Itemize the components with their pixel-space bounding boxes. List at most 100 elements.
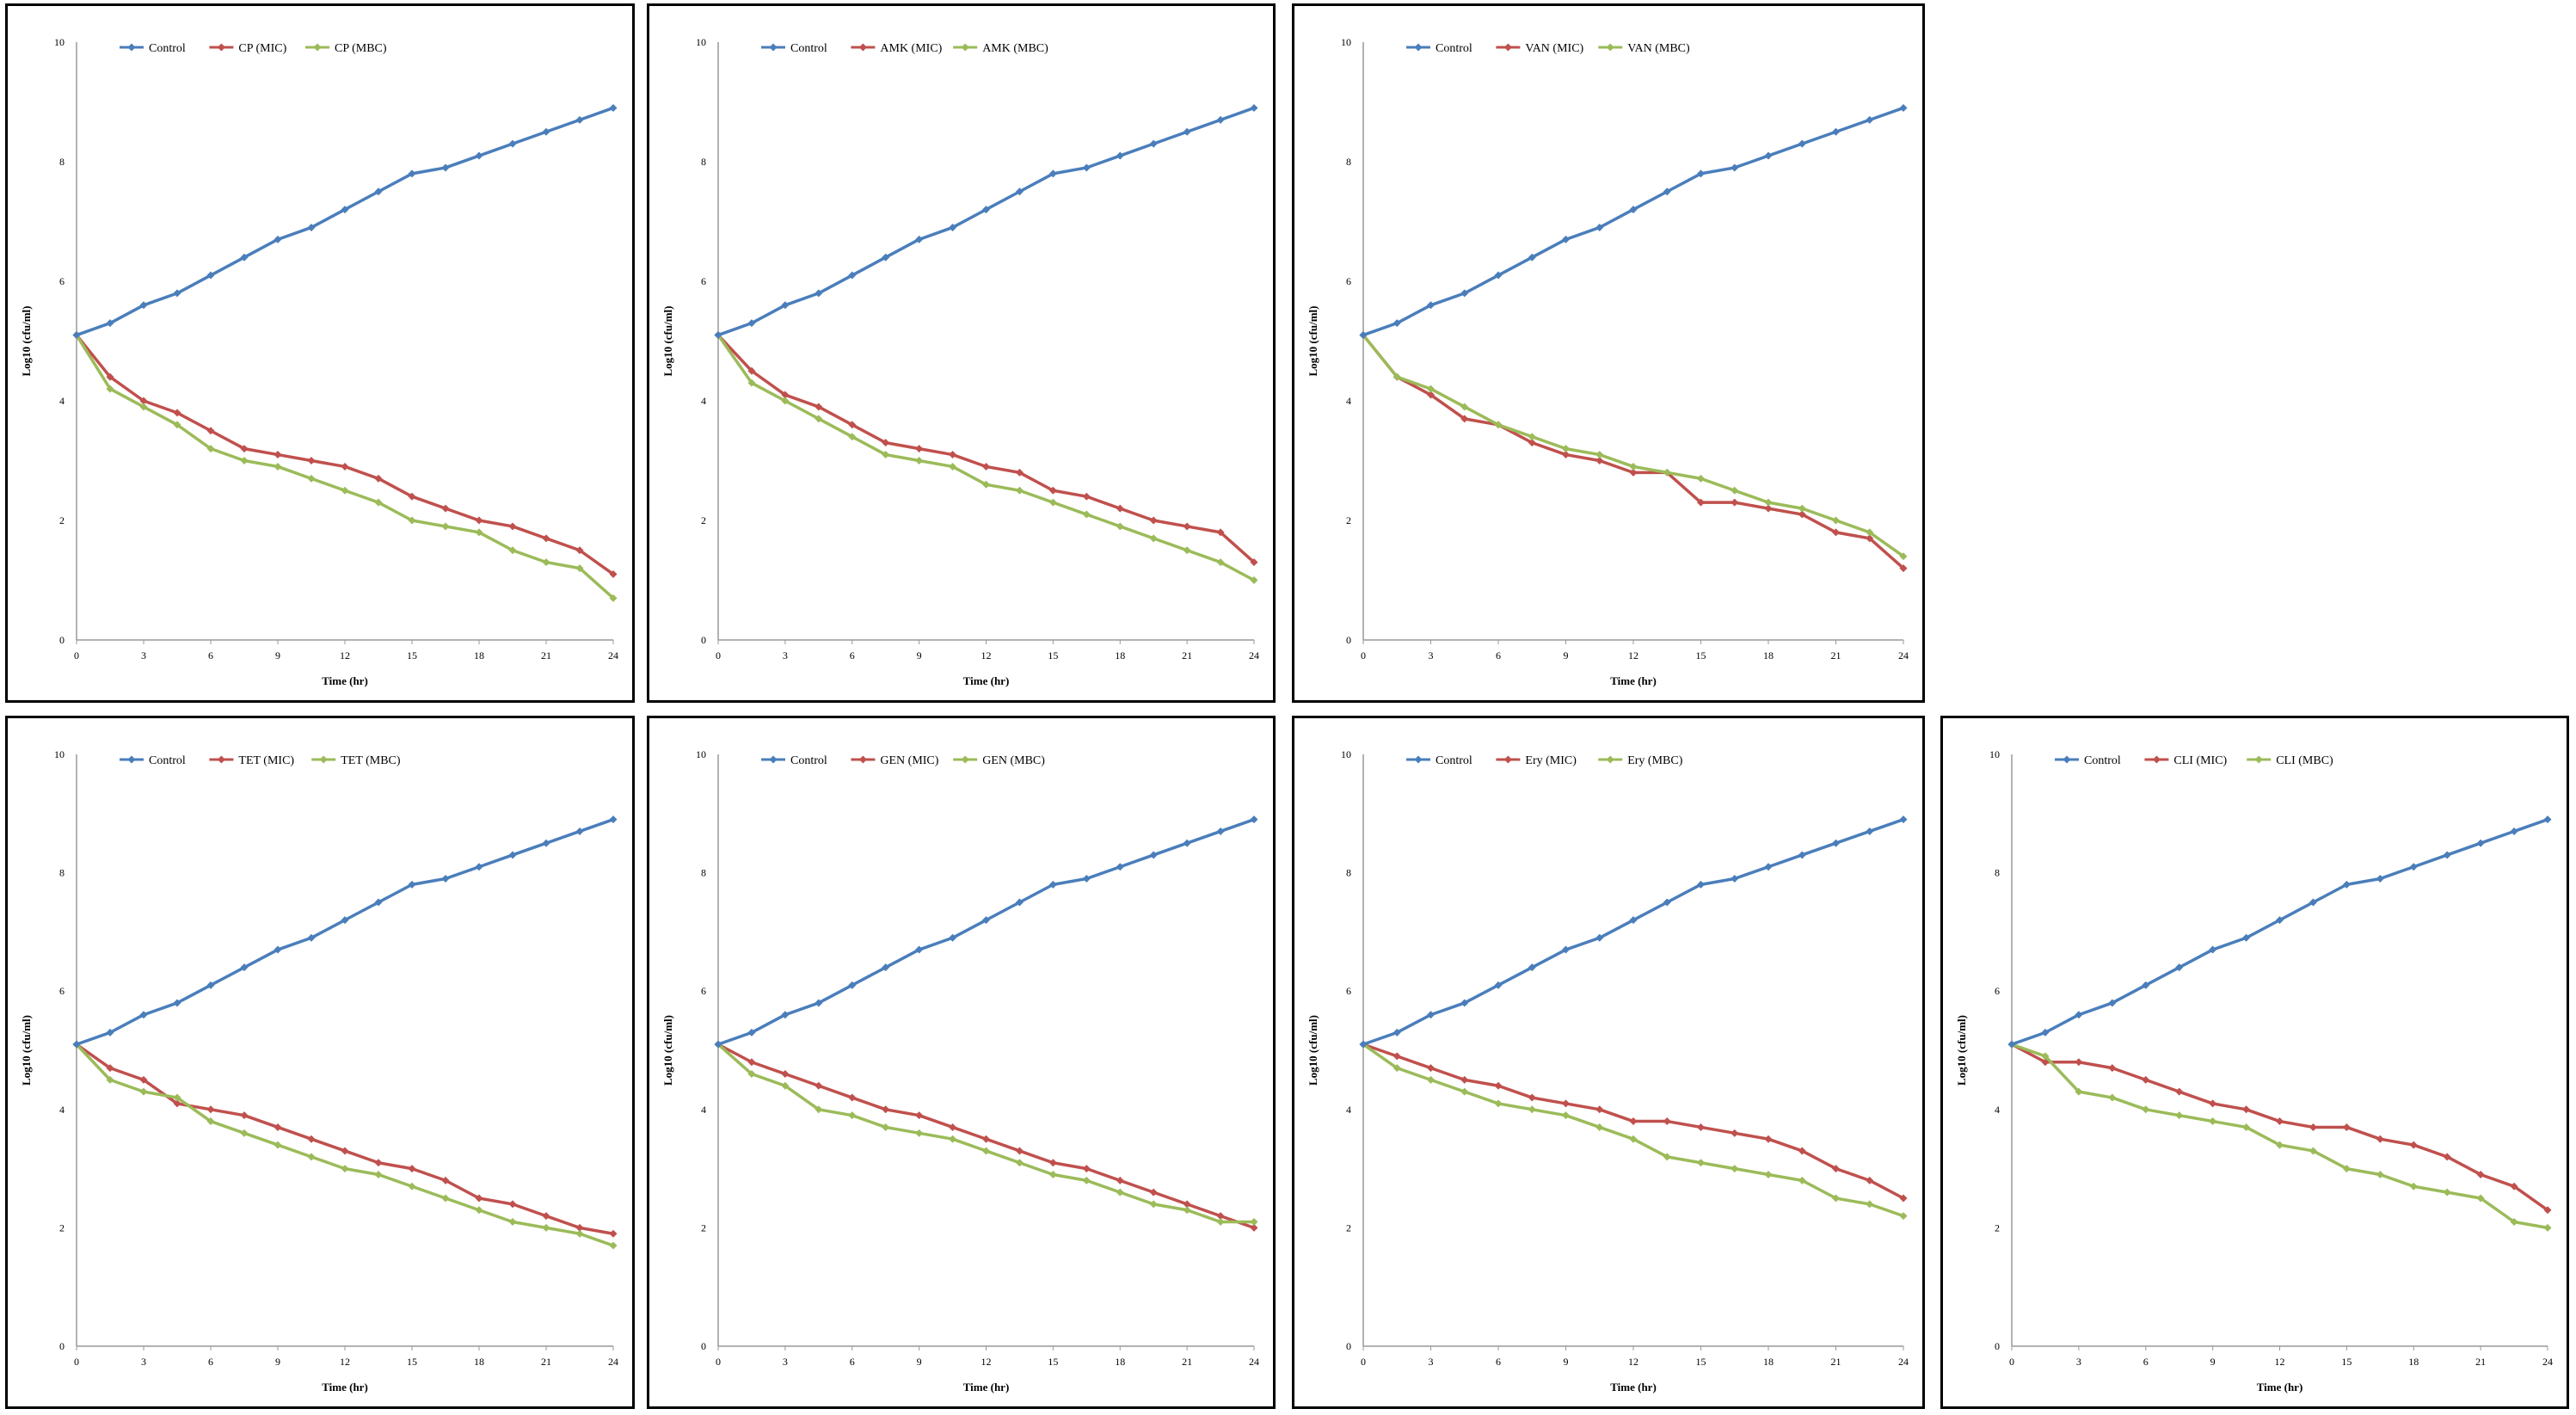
data-point	[1048, 498, 1057, 507]
data-point	[1562, 445, 1570, 453]
data-point	[106, 385, 114, 393]
data-point	[206, 1117, 215, 1126]
y-tick-label: 10	[696, 36, 706, 48]
y-axis-title: Log10 (cfu/ml)	[661, 1015, 674, 1086]
data-point	[1393, 319, 1401, 328]
legend-marker	[769, 755, 778, 764]
data-point	[747, 378, 756, 387]
data-point	[374, 188, 383, 196]
data-point	[575, 115, 584, 124]
data-point	[982, 916, 990, 925]
data-point	[714, 331, 722, 340]
y-tick-label: 6	[701, 275, 706, 287]
data-point	[139, 397, 148, 405]
data-point	[2209, 1099, 2217, 1108]
data-point	[1149, 1188, 1158, 1197]
data-point	[307, 1135, 316, 1143]
data-point	[240, 963, 249, 972]
data-point	[2175, 963, 2184, 972]
data-point	[949, 462, 957, 471]
data-point	[1798, 504, 1806, 513]
data-point	[1832, 528, 1840, 537]
data-point	[609, 1241, 618, 1250]
y-tick-label: 6	[1995, 985, 2000, 997]
y-tick-label: 10	[1341, 748, 1351, 760]
data-point	[173, 289, 181, 298]
data-point	[747, 1058, 756, 1067]
data-point	[1866, 827, 1874, 835]
data-point	[173, 1099, 181, 1108]
data-point	[307, 223, 316, 231]
data-point	[1629, 468, 1638, 477]
data-point	[781, 301, 790, 310]
data-point	[475, 863, 483, 871]
data-point	[1528, 1093, 1536, 1102]
data-point	[848, 981, 857, 989]
data-point	[2376, 1135, 2384, 1143]
data-point	[1764, 498, 1773, 507]
series-line	[717, 818, 1255, 1046]
data-point	[1494, 1099, 1503, 1108]
data-point	[1764, 151, 1773, 160]
data-point	[781, 1070, 790, 1079]
data-point	[1393, 1028, 1401, 1037]
x-axis-title: Time (hr)	[1610, 1381, 1657, 1393]
legend-marker	[769, 43, 778, 52]
data-point	[508, 851, 517, 859]
data-point	[341, 206, 349, 214]
data-point	[815, 415, 823, 423]
y-tick-label: 8	[1346, 156, 1351, 168]
y-axis-title: Log10 (cfu/ml)	[20, 1015, 33, 1086]
data-point	[2276, 1141, 2284, 1149]
data-point	[408, 1182, 416, 1190]
data-point	[374, 898, 383, 907]
data-point	[240, 1111, 249, 1120]
x-tick-label: 12	[1628, 1356, 1638, 1368]
data-point	[1015, 898, 1024, 907]
data-point	[2041, 1028, 2050, 1037]
x-axis-title: Time (hr)	[322, 1381, 368, 1393]
data-point	[1697, 474, 1705, 483]
data-point	[915, 1129, 924, 1137]
x-tick-label: 6	[1496, 649, 1501, 661]
legend-label: Control	[149, 42, 186, 55]
data-point	[2342, 880, 2351, 889]
data-point	[1082, 510, 1091, 519]
series-line	[1362, 334, 1905, 569]
data-point	[72, 1040, 81, 1049]
y-tick-label: 4	[59, 395, 65, 407]
data-point	[441, 1176, 450, 1184]
data-point	[1798, 510, 1806, 519]
data-point	[341, 1147, 349, 1155]
legend-marker	[217, 43, 225, 52]
data-point	[1832, 839, 1840, 847]
data-point	[475, 528, 483, 537]
data-point	[1731, 874, 1739, 883]
series-line	[1362, 1043, 1904, 1218]
data-point	[1595, 451, 1604, 459]
data-point	[2510, 1182, 2518, 1190]
data-point	[1082, 1176, 1091, 1184]
y-tick-label: 2	[1346, 514, 1351, 526]
legend-label: Ery (MIC)	[1525, 754, 1577, 767]
x-tick-label: 9	[275, 1356, 280, 1368]
y-axis-title: Log10 (cfu/ml)	[20, 306, 33, 377]
data-point	[1116, 863, 1124, 871]
data-point	[1183, 522, 1191, 531]
data-point	[1216, 115, 1225, 124]
x-tick-label: 18	[1763, 649, 1774, 661]
legend-marker	[217, 755, 225, 764]
data-point	[307, 457, 316, 464]
data-point	[1899, 1212, 1908, 1221]
data-point	[173, 409, 181, 417]
data-point	[475, 151, 483, 160]
data-point	[408, 1165, 416, 1173]
y-tick-label: 4	[1346, 395, 1351, 407]
data-point	[1832, 127, 1840, 136]
data-point	[1427, 301, 1435, 310]
data-point	[714, 1040, 722, 1049]
chart-panel-gen: 0 2 4 6 8 10 0 3 6 9 12 15 18 21 24 Time (hr) Log10 (cfu…	[647, 716, 1276, 1409]
x-tick-label: 18	[1115, 649, 1125, 661]
